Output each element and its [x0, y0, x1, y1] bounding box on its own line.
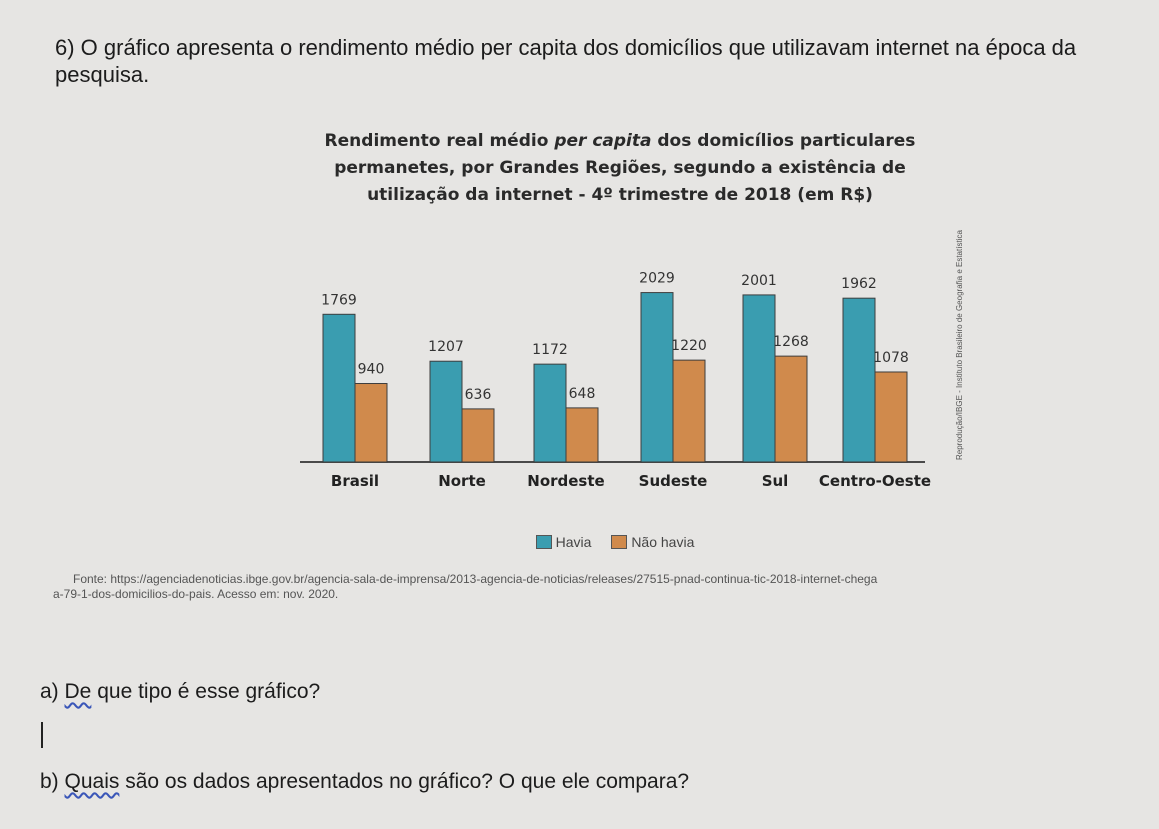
bar-nao-havia-sudeste: [672, 359, 706, 463]
legend-item-havia: Havia: [535, 534, 592, 550]
data-label: 2029: [639, 271, 675, 287]
chart-title-part1: Rendimento real médio: [324, 131, 555, 151]
category-label: Nordeste: [527, 472, 604, 490]
question-a-text: que tipo é esse gráfico?: [91, 680, 321, 703]
source-line-1: Fonte: https://agenciadenoticias.ibge.go…: [73, 572, 878, 586]
data-label: 1268: [773, 334, 809, 350]
question-a-underlined: De: [64, 680, 92, 703]
category-label: Sudeste: [639, 472, 708, 490]
data-label: 648: [569, 386, 596, 402]
data-label: 940: [358, 362, 385, 378]
chart-legend: Havia Não havia: [0, 534, 1159, 552]
legend-swatch-nao-havia: [611, 535, 628, 549]
legend-label-havia: Havia: [555, 534, 592, 550]
category-label: Brasil: [331, 472, 379, 490]
data-label: 2001: [741, 273, 777, 289]
chart-title-italic: per capita: [554, 131, 652, 151]
question-a-prefix: a): [40, 680, 65, 703]
bar-nao-havia-norte: [461, 408, 495, 463]
bar-havia-sudeste: [640, 292, 674, 463]
category-label: Centro-Oeste: [819, 472, 931, 490]
data-label: 1769: [321, 292, 357, 308]
bar-havia-centro-oeste: [842, 297, 876, 463]
data-label: 1220: [671, 338, 707, 354]
legend-swatch-havia: [535, 535, 552, 549]
bar-nao-havia-centro-oeste: [874, 371, 908, 463]
source-citation: Fonte: https://agenciadenoticias.ibge.go…: [53, 572, 1133, 602]
question-b-underlined: Quais: [64, 770, 120, 793]
legend-label-nao-havia: Não havia: [631, 534, 695, 550]
bar-nao-havia-brasil: [354, 383, 388, 463]
category-label: Sul: [762, 472, 789, 490]
bar-havia-norte: [429, 360, 463, 463]
data-label: 1962: [841, 276, 877, 292]
data-label: 1207: [428, 339, 464, 355]
question-a: a) De que tipo é esse gráfico?: [40, 680, 320, 704]
text-cursor: [41, 722, 43, 748]
chart-title: Rendimento real médio per capita dos dom…: [290, 128, 950, 209]
question-b-text: são os dados apresentados no gráfico? O …: [119, 770, 690, 793]
bar-havia-brasil: [322, 313, 356, 463]
image-credit: Reprodução/IBGE - Instituto Brasileiro d…: [955, 230, 964, 460]
source-line-2: a-79-1-dos-domicilios-do-pais. Acesso em…: [53, 587, 339, 601]
question-b: b) Quais são os dados apresentados no gr…: [40, 770, 689, 794]
data-label: 1078: [873, 350, 909, 366]
chart-title-part2: dos domicílios particulares permanetes, …: [334, 131, 916, 205]
bar-havia-sul: [742, 294, 776, 463]
data-label: 636: [465, 387, 492, 403]
question-b-prefix: b): [40, 770, 65, 793]
question-intro: 6) O gráfico apresenta o rendimento médi…: [55, 35, 1077, 87]
bar-nao-havia-sul: [774, 355, 808, 463]
data-label: 1172: [532, 342, 568, 358]
category-label: Norte: [438, 472, 486, 490]
bar-havia-nordeste: [533, 363, 567, 463]
legend-item-nao-havia: Não havia: [611, 534, 694, 550]
bar-nao-havia-nordeste: [565, 407, 599, 463]
